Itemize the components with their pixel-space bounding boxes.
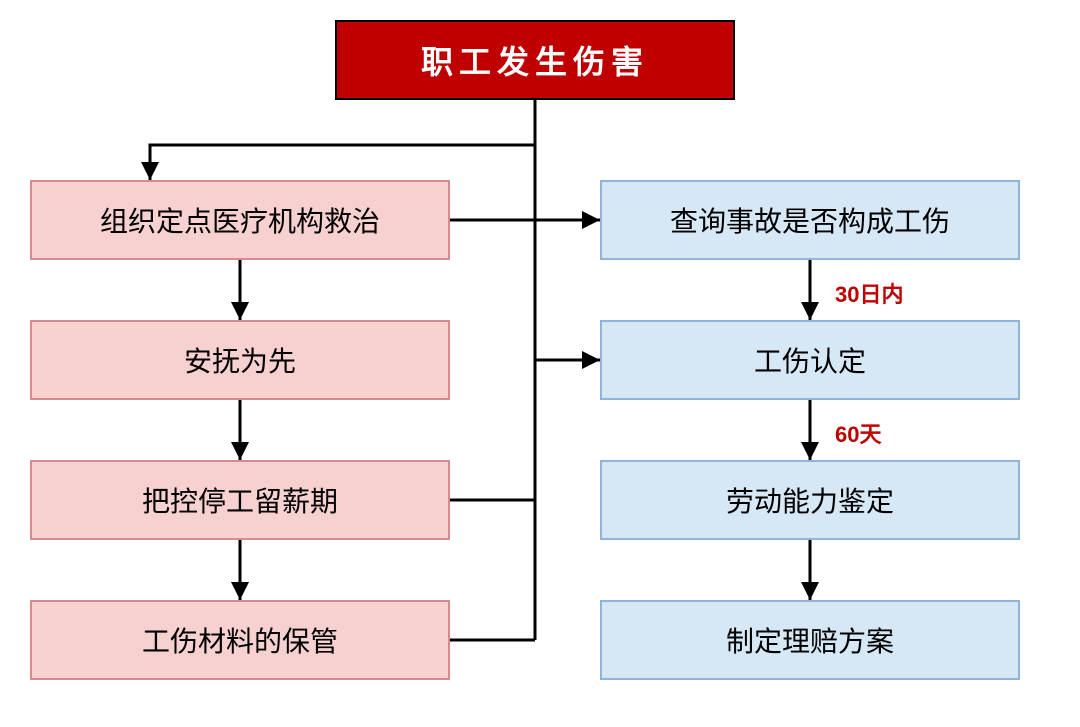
node-p3: 把控停工留薪期 (30, 460, 450, 540)
annotation-a60: 60天 (835, 417, 881, 449)
node-label: 职工发生伤害 (421, 37, 649, 83)
node-label: 劳动能力鉴定 (726, 480, 894, 520)
node-b4: 制定理赔方案 (600, 600, 1020, 680)
node-label: 安抚为先 (184, 340, 296, 380)
node-label: 查询事故是否构成工伤 (670, 200, 950, 240)
node-label: 工伤材料的保管 (142, 620, 338, 660)
node-b3: 劳动能力鉴定 (600, 460, 1020, 540)
edge-e-start-p1 (150, 100, 535, 180)
node-p4: 工伤材料的保管 (30, 600, 450, 680)
node-b2: 工伤认定 (600, 320, 1020, 400)
flowchart-stage: 职工发生伤害组织定点医疗机构救治安抚为先把控停工留薪期工伤材料的保管 查询事故是否… (0, 0, 1080, 727)
node-label: 组织定点医疗机构救治 (100, 200, 380, 240)
annotation-a30: 30日内 (835, 277, 903, 309)
node-p2: 安抚为先 (30, 320, 450, 400)
node-label: 工伤认定 (754, 340, 866, 380)
node-start: 职工发生伤害 (335, 20, 735, 100)
node-p1: 组织定点医疗机构救治 (30, 180, 450, 260)
node-label: 制定理赔方案 (726, 620, 894, 660)
node-b1: 查询事故是否构成工伤 (600, 180, 1020, 260)
node-label: 把控停工留薪期 (142, 480, 338, 520)
